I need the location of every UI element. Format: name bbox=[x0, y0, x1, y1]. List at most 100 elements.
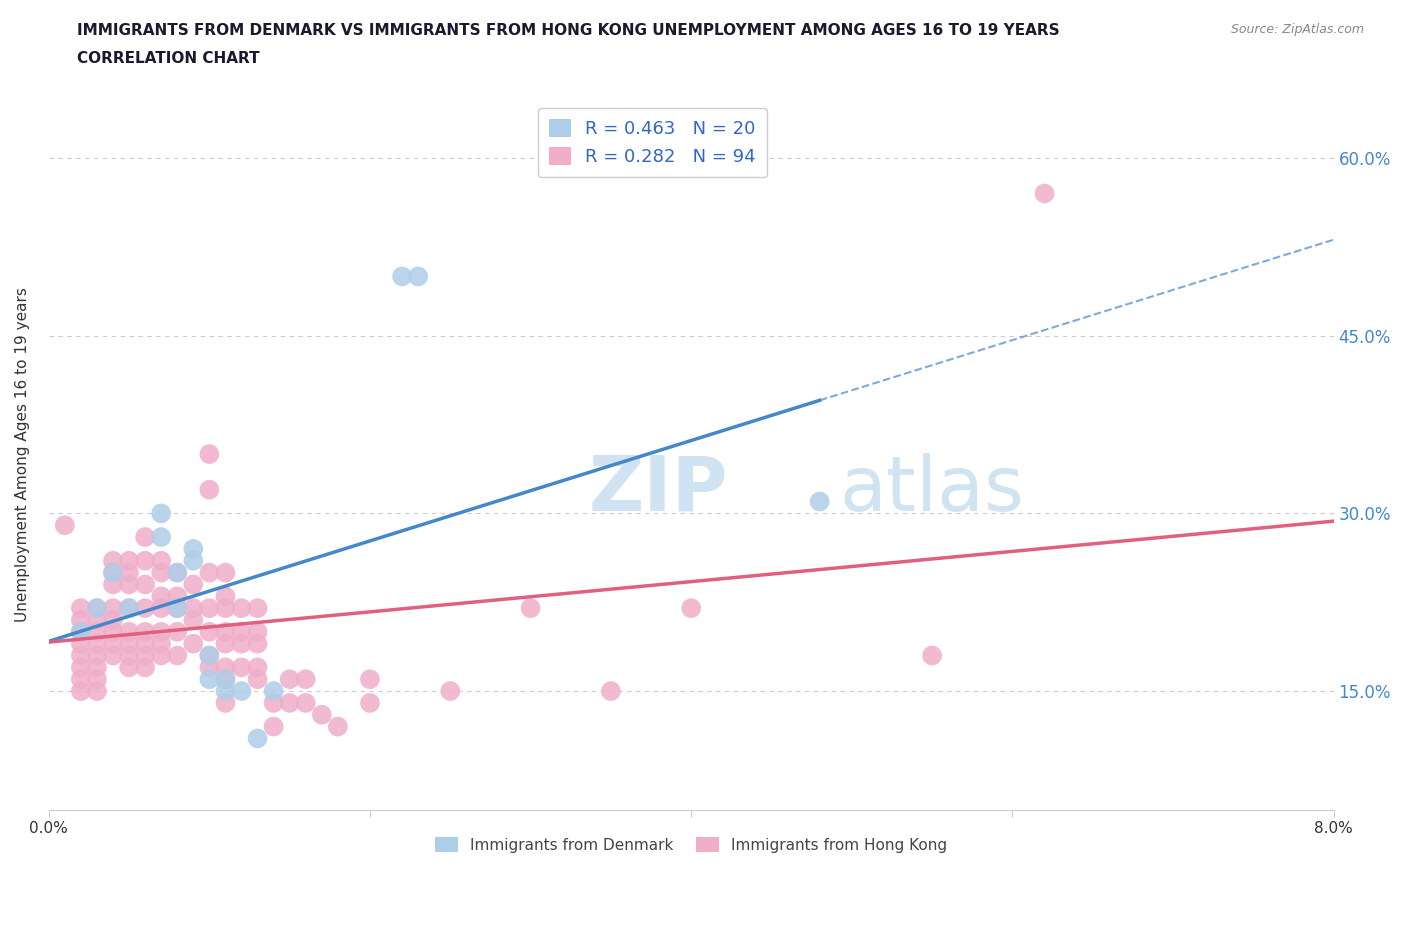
Point bbox=[1033, 186, 1056, 201]
Point bbox=[198, 446, 221, 461]
Point bbox=[359, 696, 381, 711]
Text: ZIP: ZIP bbox=[588, 453, 728, 526]
Point bbox=[166, 601, 188, 616]
Point bbox=[181, 577, 204, 591]
Point bbox=[101, 577, 124, 591]
Point bbox=[359, 671, 381, 686]
Point bbox=[70, 660, 93, 675]
Point bbox=[134, 660, 156, 675]
Legend: Immigrants from Denmark, Immigrants from Hong Kong: Immigrants from Denmark, Immigrants from… bbox=[429, 830, 953, 858]
Point bbox=[150, 529, 173, 544]
Point bbox=[53, 518, 76, 533]
Point bbox=[70, 624, 93, 639]
Point bbox=[118, 577, 141, 591]
Point bbox=[150, 565, 173, 580]
Point bbox=[86, 648, 108, 663]
Point bbox=[118, 553, 141, 568]
Point bbox=[86, 636, 108, 651]
Point bbox=[101, 624, 124, 639]
Point bbox=[214, 684, 236, 698]
Point bbox=[214, 696, 236, 711]
Point bbox=[278, 696, 301, 711]
Point bbox=[198, 624, 221, 639]
Point bbox=[166, 565, 188, 580]
Point bbox=[150, 589, 173, 604]
Point bbox=[214, 601, 236, 616]
Point bbox=[166, 601, 188, 616]
Point bbox=[134, 624, 156, 639]
Point bbox=[198, 660, 221, 675]
Point bbox=[150, 553, 173, 568]
Point bbox=[181, 541, 204, 556]
Point bbox=[246, 601, 269, 616]
Point bbox=[86, 601, 108, 616]
Point bbox=[214, 671, 236, 686]
Point bbox=[150, 506, 173, 521]
Point bbox=[198, 648, 221, 663]
Point bbox=[150, 648, 173, 663]
Point bbox=[166, 624, 188, 639]
Point bbox=[70, 613, 93, 628]
Text: Source: ZipAtlas.com: Source: ZipAtlas.com bbox=[1230, 23, 1364, 36]
Point bbox=[150, 601, 173, 616]
Point bbox=[70, 671, 93, 686]
Y-axis label: Unemployment Among Ages 16 to 19 years: Unemployment Among Ages 16 to 19 years bbox=[15, 286, 30, 621]
Point bbox=[214, 624, 236, 639]
Point bbox=[263, 719, 285, 734]
Point bbox=[86, 671, 108, 686]
Point bbox=[214, 671, 236, 686]
Text: IMMIGRANTS FROM DENMARK VS IMMIGRANTS FROM HONG KONG UNEMPLOYMENT AMONG AGES 16 : IMMIGRANTS FROM DENMARK VS IMMIGRANTS FR… bbox=[77, 23, 1060, 38]
Point bbox=[134, 553, 156, 568]
Point bbox=[166, 565, 188, 580]
Point bbox=[86, 624, 108, 639]
Point bbox=[246, 671, 269, 686]
Point bbox=[214, 589, 236, 604]
Point bbox=[118, 565, 141, 580]
Point bbox=[134, 636, 156, 651]
Point bbox=[118, 624, 141, 639]
Point bbox=[808, 494, 831, 509]
Point bbox=[198, 648, 221, 663]
Point bbox=[118, 636, 141, 651]
Point bbox=[231, 601, 253, 616]
Point bbox=[231, 636, 253, 651]
Point bbox=[198, 671, 221, 686]
Point bbox=[86, 660, 108, 675]
Point bbox=[231, 660, 253, 675]
Point bbox=[246, 624, 269, 639]
Point bbox=[519, 601, 541, 616]
Point bbox=[118, 660, 141, 675]
Point bbox=[263, 696, 285, 711]
Point bbox=[181, 636, 204, 651]
Point bbox=[198, 601, 221, 616]
Point bbox=[263, 684, 285, 698]
Text: CORRELATION CHART: CORRELATION CHART bbox=[77, 51, 260, 66]
Point bbox=[101, 636, 124, 651]
Point bbox=[118, 601, 141, 616]
Point bbox=[166, 648, 188, 663]
Point bbox=[70, 624, 93, 639]
Point bbox=[921, 648, 943, 663]
Point bbox=[198, 565, 221, 580]
Point bbox=[214, 565, 236, 580]
Point bbox=[181, 601, 204, 616]
Point bbox=[326, 719, 349, 734]
Point bbox=[70, 636, 93, 651]
Point bbox=[214, 660, 236, 675]
Point bbox=[101, 565, 124, 580]
Point bbox=[166, 589, 188, 604]
Point bbox=[134, 577, 156, 591]
Text: atlas: atlas bbox=[839, 453, 1024, 526]
Point bbox=[86, 613, 108, 628]
Point bbox=[101, 613, 124, 628]
Point bbox=[86, 601, 108, 616]
Point bbox=[406, 269, 429, 284]
Point bbox=[181, 553, 204, 568]
Point bbox=[70, 648, 93, 663]
Point bbox=[181, 613, 204, 628]
Point bbox=[70, 684, 93, 698]
Point bbox=[681, 601, 703, 616]
Point bbox=[599, 684, 621, 698]
Point bbox=[246, 731, 269, 746]
Point bbox=[150, 624, 173, 639]
